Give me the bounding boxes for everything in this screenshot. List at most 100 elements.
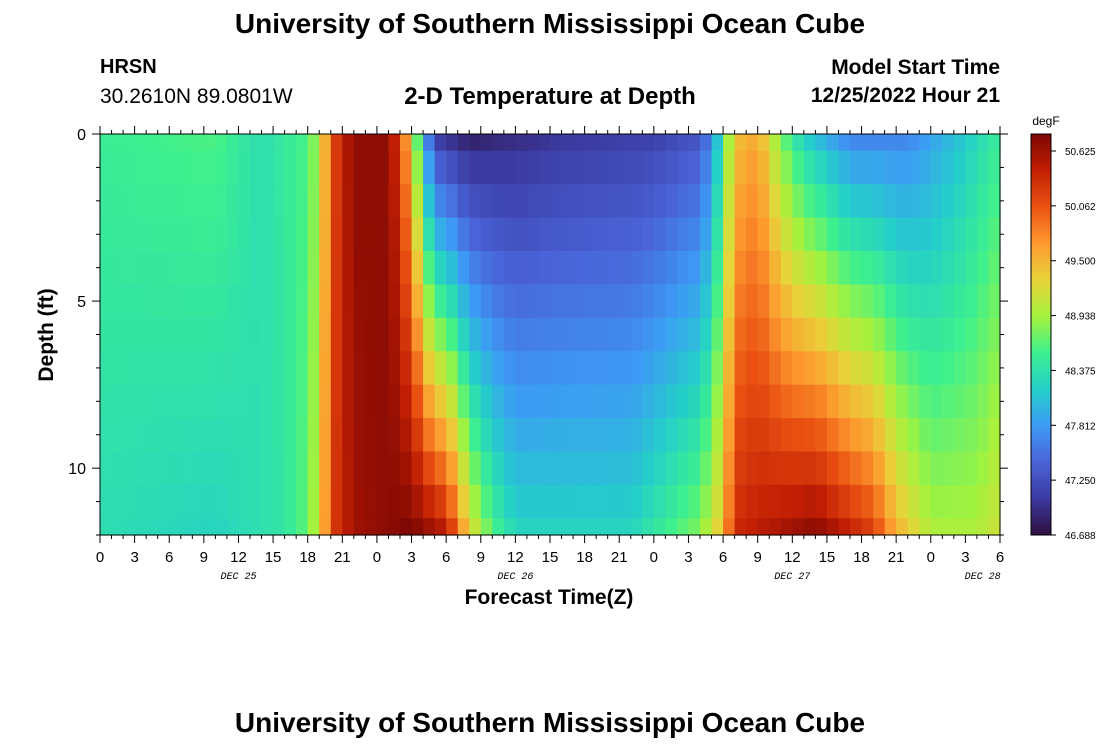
heatmap-cell [388,250,401,285]
heatmap-cell [619,451,632,486]
heatmap-cell [965,317,978,352]
heatmap-cell [850,217,863,252]
heatmap-cell [180,217,193,252]
heatmap-cell [873,134,886,152]
heatmap-cell [711,317,724,352]
heatmap-cell [515,484,528,519]
heatmap-cell [861,217,874,252]
heatmap-cell [630,250,643,285]
heatmap-cell [953,217,966,252]
heatmap-cell [653,384,666,419]
heatmap-cell [284,150,297,185]
heatmap-cell [457,518,470,536]
heatmap-cell [457,184,470,219]
heatmap-cell [388,217,401,252]
heatmap-cell [469,134,482,152]
heatmap-cell [492,451,505,486]
heatmap-cell [180,284,193,319]
heatmap-cell [815,217,828,252]
heatmap-cell [607,351,620,386]
heatmap-cell [838,134,851,152]
heatmap-cell [226,484,240,519]
heatmap-cell [353,418,366,453]
heatmap-cell [261,250,274,285]
heatmap-cell [457,451,470,486]
heatmap-cell [215,284,228,319]
heatmap-cell [273,451,286,486]
heatmap-cell [930,317,943,352]
heatmap-cell [503,451,516,486]
heatmap-cell [296,217,309,252]
heatmap-cell [515,250,528,285]
heatmap-cell [307,418,320,453]
heatmap-cell [134,184,147,219]
heatmap-cell [769,150,782,185]
heatmap-cell [850,451,863,486]
heatmap-cell [146,184,159,219]
heatmap-cell [630,184,643,219]
heatmap-cell [226,150,240,185]
heatmap-cell [457,351,470,386]
x-date-label: DEC 25 [220,572,256,583]
heatmap-cell [619,418,632,453]
heatmap-cell [250,284,263,319]
heatmap-cell [353,384,366,419]
heatmap-cell [896,518,909,536]
heatmap-cell [884,134,897,152]
heatmap-cell [192,184,205,219]
heatmap-cell [480,518,493,536]
heatmap-cell [411,184,424,219]
heatmap-cell [665,134,678,152]
heatmap-cell [261,351,274,386]
heatmap-cell [965,284,978,319]
heatmap-cell [296,250,309,285]
heatmap-cell [630,351,643,386]
heatmap-cell [792,418,805,453]
heatmap-cell [330,134,343,152]
heatmap-cell [896,418,909,453]
heatmap-cell [711,184,724,219]
heatmap-cell [757,451,770,486]
heatmap-cell [446,518,459,536]
model-start-value: 12/25/2022 Hour 21 [810,84,1000,107]
heatmap-cell [319,184,332,219]
heatmap-cell [803,134,816,152]
heatmap-cell [180,484,193,519]
heatmap-cell [492,217,505,252]
heatmap-cell [734,150,747,185]
heatmap-cell [976,451,990,486]
heatmap-cell [561,451,574,486]
heatmap-cell [538,134,551,152]
heatmap-cell [330,418,343,453]
heatmap-cell [180,184,193,219]
heatmap-cell [342,384,355,419]
heatmap-cell [596,451,609,486]
heatmap-cell [446,150,459,185]
heatmap-cell [134,284,147,319]
heatmap-cell [250,250,263,285]
heatmap-cell [907,518,920,536]
heatmap-cell [584,484,597,519]
heatmap-cell [146,384,159,419]
heatmap-cell [100,184,113,219]
heatmap-cell [861,484,874,519]
heatmap-cell [665,284,678,319]
heatmap-cell [573,184,586,219]
heatmap-cell [400,384,413,419]
heatmap-cell [607,184,620,219]
heatmap-cell [157,351,170,386]
heatmap-cell [919,134,932,152]
heatmap-cell [457,134,470,152]
heatmap-cell [769,317,782,352]
heatmap-cell [123,451,136,486]
heatmap-cell [492,134,505,152]
heatmap-cell [688,184,701,219]
heatmap-cell [284,384,297,419]
colorbar-tick-label: 48.938 [1065,312,1096,323]
heatmap-cell [203,384,216,419]
heatmap-cell [757,484,770,519]
heatmap-cell [976,484,990,519]
heatmap-cell [861,418,874,453]
heatmap-cell [757,134,770,152]
heatmap-cell [769,418,782,453]
